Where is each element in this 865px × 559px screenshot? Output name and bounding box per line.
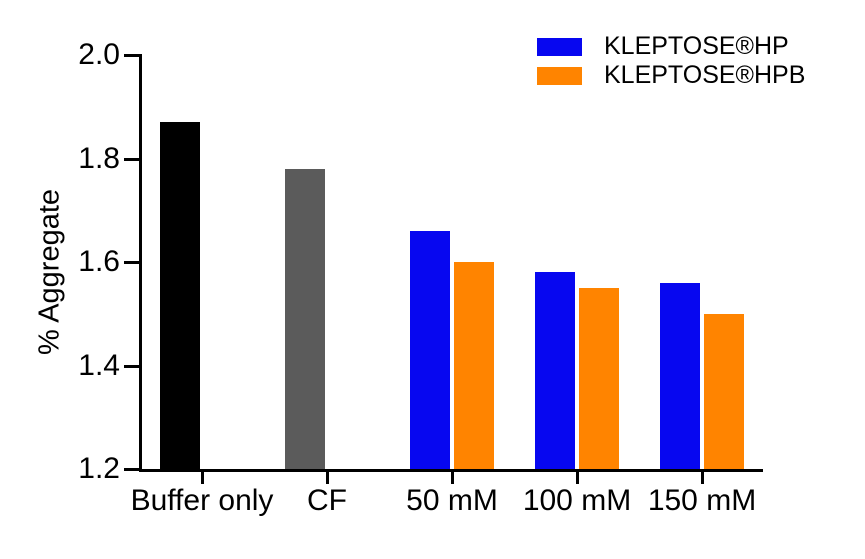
x-tick — [451, 472, 454, 484]
legend-label: KLEPTOSE®HP — [604, 32, 789, 60]
y-tick — [124, 364, 139, 368]
bar-50-mm-kleptose-hp — [410, 230, 450, 469]
y-tick — [124, 261, 139, 264]
y-tick-label: 1.6 — [78, 245, 120, 278]
bar-100-mm-kleptose-hpb — [579, 287, 619, 469]
bar-150-mm-kleptose-hp — [660, 282, 700, 469]
x-tick — [326, 472, 329, 484]
legend-swatch-kleptose-hpb — [537, 66, 582, 85]
y-axis-line — [139, 54, 142, 472]
x-axis-line — [139, 469, 763, 472]
y-tick-label: 1.4 — [78, 348, 120, 382]
x-tick-label-50-mm: 50 mM — [406, 484, 498, 517]
legend: KLEPTOSE®HP KLEPTOSE®HPB — [537, 32, 805, 90]
x-tick — [576, 472, 579, 484]
bar-150-mm-kleptose-hpb — [704, 313, 744, 469]
y-tick — [124, 468, 139, 471]
bar-100-mm-kleptose-hp — [535, 272, 575, 469]
legend-swatch-kleptose-hp — [537, 37, 582, 56]
y-tick-label: 1.8 — [78, 141, 120, 175]
x-tick — [201, 472, 204, 484]
legend-item: KLEPTOSE®HP — [537, 32, 805, 61]
x-tick-label-100-mm: 100 mM — [522, 484, 632, 517]
bar-50-mm-kleptose-hpb — [454, 262, 494, 469]
y-tick-label: 2.0 — [78, 38, 120, 71]
x-tick-label-150-mm: 150 mM — [647, 484, 757, 517]
x-tick — [701, 472, 704, 484]
legend-label: KLEPTOSE®HPB — [604, 61, 806, 89]
y-tick-label: 1.2 — [78, 452, 120, 485]
bar-cf — [285, 168, 325, 469]
legend-item: KLEPTOSE®HPB — [537, 61, 805, 90]
y-tick — [124, 54, 139, 57]
y-tick — [124, 157, 139, 161]
bar-buffer-only — [160, 122, 200, 469]
x-tick-label-buffer-only: Buffer only — [130, 484, 274, 517]
x-tick-label-cf: CF — [307, 484, 347, 517]
